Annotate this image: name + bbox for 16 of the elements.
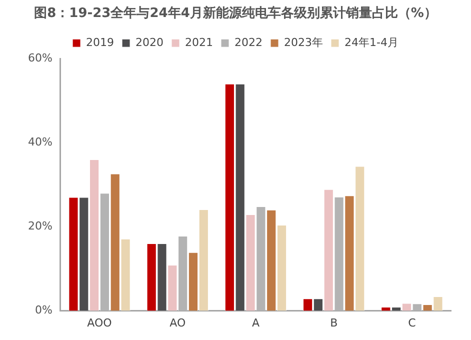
y-tick-label: 40%	[28, 136, 52, 149]
legend-label: 2019	[86, 36, 114, 49]
x-tick-label: C	[408, 316, 416, 330]
y-tick-label: 20%	[28, 220, 52, 233]
x-tick-label: AOO	[87, 316, 112, 330]
legend-label: 24年1-4月	[344, 36, 398, 49]
legend-label: 2023年	[284, 36, 324, 49]
legend-label: 2021	[185, 36, 214, 49]
legend-label: 2020	[136, 36, 164, 49]
legend-label: 2022	[234, 36, 263, 49]
x-tick-label: A	[252, 316, 260, 330]
y-tick-label: 0%	[34, 304, 52, 317]
y-tick-label: 60%	[28, 51, 52, 64]
chart-title: 图8：19-23全年与24年4月新能源纯电车各级别累计销量占比（%）	[34, 5, 437, 22]
x-tick-label: B	[330, 316, 338, 330]
x-tick-label: AO	[170, 316, 186, 330]
